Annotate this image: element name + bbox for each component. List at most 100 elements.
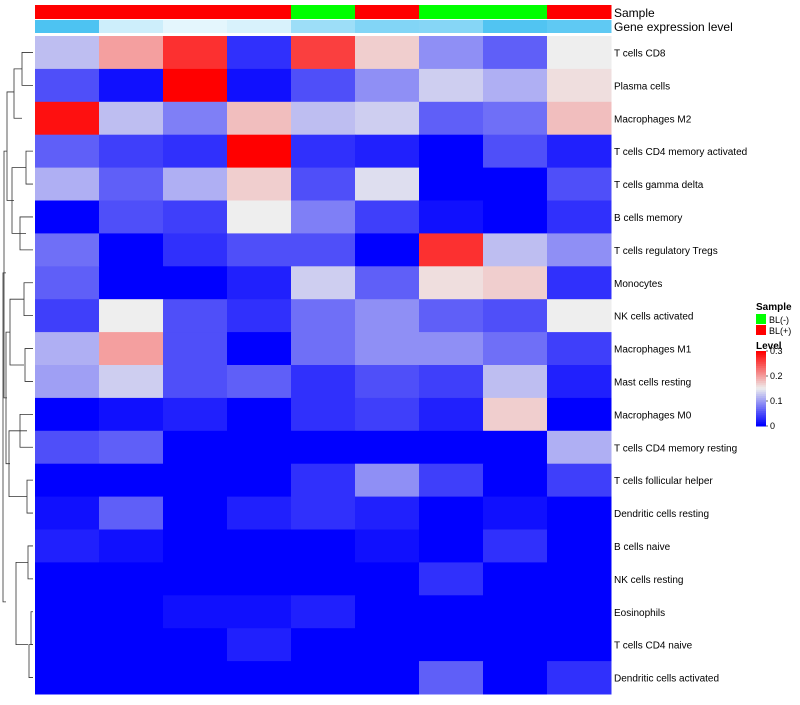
heatmap-cell: [163, 562, 228, 596]
legend-level-tick-label: 0.1: [770, 396, 783, 406]
heatmap-cell: [291, 628, 356, 662]
heatmap-cell: [227, 200, 292, 234]
row-label: Dendritic cells resting: [614, 509, 709, 520]
legend-level-gradient-step: [756, 362, 766, 365]
heatmap-cell: [483, 365, 548, 399]
heatmap-cell: [35, 167, 100, 201]
heatmap-cell: [35, 463, 100, 498]
legend-level-gradient-step: [756, 377, 766, 380]
heatmap-cell: [355, 68, 420, 103]
heatmap-cell: [227, 332, 292, 366]
sample-annotation-cell: [99, 5, 164, 19]
heatmap-cell: [163, 496, 228, 530]
expression-annotation-cell: [35, 20, 100, 33]
heatmap-cell: [355, 332, 420, 366]
expression-annotation-label: Gene expression level: [614, 20, 733, 34]
legend-level-gradient-step: [756, 351, 766, 354]
legend-level-gradient-step: [756, 366, 766, 369]
heatmap-cell: [163, 628, 228, 662]
heatmap-cell: [419, 200, 484, 234]
row-label: Eosinophils: [614, 608, 665, 619]
heatmap-cell: [35, 134, 100, 169]
dendrogram-branch: [28, 644, 33, 678]
heatmap-cell: [35, 430, 100, 465]
heatmap-cell: [35, 332, 100, 366]
heatmap-cell: [35, 397, 100, 432]
heatmap-cell: [227, 397, 292, 432]
heatmap-cell: [163, 233, 228, 267]
heatmap-cell: [419, 562, 484, 596]
heatmap-cell: [419, 68, 484, 103]
heatmap-cell: [291, 595, 356, 629]
heatmap-cell: [163, 661, 228, 695]
heatmap-cell: [99, 134, 164, 169]
legend-sample-swatch: [756, 325, 766, 335]
legend-level-gradient-step: [756, 371, 766, 374]
legend-level-gradient-step: [756, 358, 766, 361]
heatmap-cell: [355, 397, 420, 432]
legend-level-gradient-step: [756, 411, 766, 414]
row-label: NK cells resting: [614, 575, 683, 586]
heatmap-cell: [163, 463, 228, 498]
heatmap-cell: [355, 628, 420, 662]
heatmap-cell: [291, 463, 356, 498]
row-label: Macrophages M2: [614, 114, 692, 125]
heatmap-cell: [163, 266, 228, 300]
heatmap-cell: [291, 68, 356, 103]
row-label: B cells naive: [614, 542, 671, 553]
expression-annotation-cell: [291, 20, 356, 33]
expression-annotation-cell: [483, 20, 548, 33]
heatmap-cell: [227, 463, 292, 498]
heatmap-cell: [355, 430, 420, 465]
heatmap-cell: [291, 365, 356, 399]
heatmap-cell: [227, 233, 292, 267]
dendrogram-branch: [27, 545, 33, 580]
heatmap-cell: [163, 134, 228, 169]
legend-level-gradient-step: [756, 403, 766, 406]
heatmap-cell: [99, 200, 164, 234]
legend-sample-title: Sample: [756, 302, 792, 313]
expression-annotation-cell: [227, 20, 292, 33]
heatmap-cell: [163, 397, 228, 432]
heatmap-cell: [483, 266, 548, 300]
heatmap-cell: [35, 529, 100, 563]
legend-level-gradient-step: [756, 360, 766, 363]
heatmap-cell: [483, 397, 548, 432]
legend-level-gradient-step: [756, 392, 766, 395]
heatmap-cell: [419, 628, 484, 662]
heatmap-cell: [291, 167, 356, 201]
legend-level-gradient-step: [756, 384, 766, 388]
heatmap-cell: [227, 430, 292, 465]
heatmap-cell: [419, 463, 484, 498]
heatmap-cell: [483, 529, 548, 563]
legend-level-tick-label: 0: [770, 421, 775, 431]
row-label: T cells CD4 memory resting: [614, 443, 737, 454]
heatmap-cell: [163, 332, 228, 366]
heatmap-cell: [35, 233, 100, 267]
heatmap-cell: [355, 134, 420, 169]
heatmap-cell: [227, 36, 292, 70]
heatmap-cell: [483, 200, 548, 234]
heatmap-cell: [227, 595, 292, 629]
heatmap-cell: [163, 36, 228, 70]
heatmap-cell: [35, 101, 100, 136]
heatmap-cell: [547, 167, 612, 201]
heatmap-cell: [547, 233, 612, 267]
row-label: Monocytes: [614, 279, 662, 290]
heatmap-cell: [547, 365, 612, 399]
row-label: B cells memory: [614, 213, 682, 224]
heatmap-cell: [99, 661, 164, 695]
legend-level-gradient-step: [756, 399, 766, 403]
heatmap-cell: [355, 299, 420, 333]
heatmap-cell: [483, 167, 548, 201]
heatmap-cell: [163, 529, 228, 563]
heatmap-cell: [547, 661, 612, 695]
dendrogram-branch: [23, 282, 33, 317]
heatmap-cell: [291, 397, 356, 432]
legend-level-gradient-step: [756, 352, 766, 356]
heatmap-cell: [419, 332, 484, 366]
heatmap-cell: [291, 134, 356, 169]
heatmap-cell: [291, 36, 356, 70]
legend-level-gradient-step: [756, 394, 766, 397]
heatmap-cell: [99, 101, 164, 136]
